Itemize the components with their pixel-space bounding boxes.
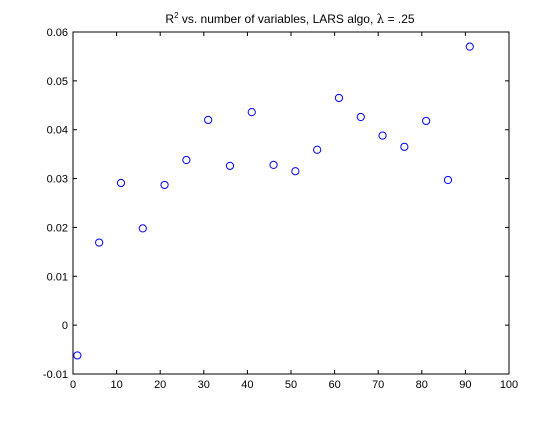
data-point [465, 42, 474, 51]
x-tick-label: 60 [328, 379, 340, 391]
data-point [138, 224, 147, 233]
data-point [225, 161, 235, 170]
data-point [422, 116, 431, 126]
data-point [269, 160, 278, 169]
x-tick-label: 20 [154, 379, 166, 391]
plot-area: 0 10 20 30 40 50 60 70 80 90 100 -0.0100.010.020.0… [43, 27, 518, 391]
y-tick-label: 0.03 [47, 174, 68, 186]
x-tick-label: 40 [241, 379, 253, 391]
x-tick-label: 70 [372, 379, 384, 391]
x-tick-label: 80 [416, 379, 428, 391]
y-tick-label: 0 [62, 320, 68, 332]
data-series [73, 42, 474, 360]
x-tick-label: 10 [110, 379, 122, 391]
data-point [378, 131, 387, 140]
data-point [356, 112, 365, 122]
data-point [95, 238, 104, 247]
chart-title-text: vs. number of variables, LARS algo, [179, 12, 377, 26]
data-point [291, 167, 300, 176]
x-tick-label: 90 [459, 379, 471, 391]
chart-title-r: R [165, 12, 174, 26]
data-point [443, 175, 453, 185]
data-point [247, 108, 256, 117]
data-point [204, 115, 213, 125]
x-tick-label: 30 [198, 379, 210, 391]
chart-title-tail: = .25 [384, 12, 415, 26]
x-tick-label: 0 [70, 379, 76, 391]
x-tick-label: 50 [285, 379, 297, 391]
y-tick-label: 0.04 [47, 125, 68, 137]
data-point [334, 93, 344, 103]
chart-title-superscript: 2 [174, 11, 179, 20]
y-axis: -0.01 0 0.01 0.02 0.03 0.04 0.05 0.06 [43, 27, 509, 381]
data-point [160, 180, 169, 190]
data-point [116, 178, 126, 188]
x-tick-label: 100 [500, 379, 518, 391]
y-tick-label: 0.02 [47, 222, 68, 234]
axes-box [72, 31, 510, 375]
y-tick-label: 0.05 [47, 76, 68, 88]
chart-title: R2 vs. number of variables, LARS algo, λ… [165, 11, 415, 26]
data-point [313, 145, 322, 154]
y-tick-label: -0.01 [43, 369, 68, 381]
y-tick-label: 0.06 [47, 27, 68, 39]
x-axis: 0 10 20 30 40 50 60 70 80 90 100 [70, 32, 518, 391]
y-tick-label: 0.01 [47, 271, 68, 283]
data-point [73, 351, 82, 360]
data-point [400, 142, 409, 151]
data-point [182, 155, 191, 165]
chart-title-lambda: λ [377, 12, 385, 26]
